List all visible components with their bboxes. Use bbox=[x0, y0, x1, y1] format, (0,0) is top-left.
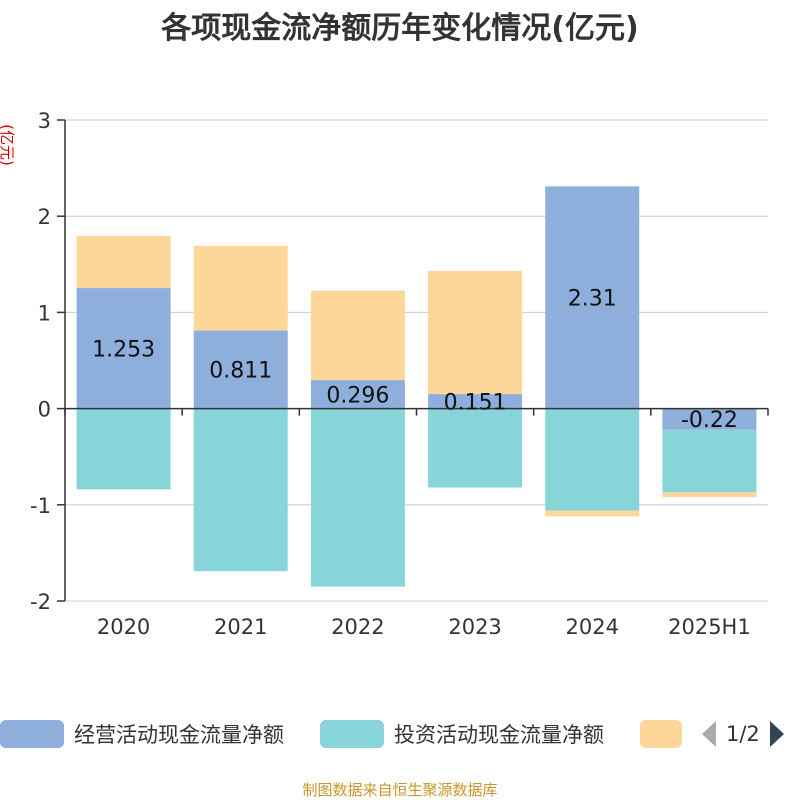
data-labels: 1.253 0.811 0.296 0.151 2.31 -0.22 bbox=[92, 286, 738, 433]
previous-page-icon[interactable] bbox=[700, 720, 718, 748]
bar-segment-2021-series-2[interactable] bbox=[193, 408, 288, 572]
axes: -2 -1 0 1 2 3 2020 2021 2022 2023 2024 2025H1 bbox=[30, 109, 769, 639]
bar-segment-2021-series-3[interactable] bbox=[193, 245, 288, 331]
bar-segment-2023-series-3[interactable] bbox=[428, 270, 523, 395]
y-tick-label: -2 bbox=[30, 590, 51, 614]
bar-segment-2021-series-1[interactable] bbox=[193, 330, 288, 409]
y-tick-label: -1 bbox=[30, 494, 51, 518]
data-label-2020: 1.253 bbox=[92, 337, 155, 362]
legend-page-indicator: 1/2 bbox=[726, 722, 760, 746]
bar-segment-2024-series-2[interactable] bbox=[545, 408, 640, 511]
bar-segment-2023-series-2[interactable] bbox=[428, 408, 523, 488]
y-tick-label: 1 bbox=[38, 301, 51, 325]
bar-segment-2024-series-3[interactable] bbox=[545, 510, 640, 517]
x-tick-label: 2024 bbox=[566, 615, 619, 639]
bar-segment-2022-series-1[interactable] bbox=[310, 380, 405, 409]
bar-segment-2020-series-2[interactable] bbox=[76, 408, 171, 490]
source-note: 制图数据来自恒生聚源数据库 bbox=[302, 781, 498, 799]
bar-segment-2025H1-series-1[interactable] bbox=[662, 408, 757, 430]
legend-swatch-investing bbox=[320, 720, 384, 748]
data-label-2023: 0.151 bbox=[444, 390, 507, 415]
bar-segment-2023-series-1[interactable] bbox=[428, 394, 523, 409]
x-tick-label: 2020 bbox=[97, 615, 150, 639]
y-axis-unit-label: (亿元) bbox=[0, 124, 16, 166]
bar-segment-2025H1-series-2[interactable] bbox=[662, 429, 757, 493]
legend-swatch-operating bbox=[0, 720, 64, 748]
x-tick-label: 2022 bbox=[331, 615, 384, 639]
legend-swatch-third-series bbox=[640, 720, 682, 748]
legend-pager: 1/2 bbox=[700, 716, 786, 752]
y-tick-label: 0 bbox=[38, 398, 51, 422]
bars bbox=[76, 186, 757, 587]
legend: 经营活动现金流量净额 投资活动现金流量净额 bbox=[0, 716, 800, 752]
chart-title: 各项现金流净额历年变化情况(亿元) bbox=[160, 11, 638, 46]
bar-segment-2025H1-series-3[interactable] bbox=[662, 492, 757, 498]
data-label-2025H1: -0.22 bbox=[681, 408, 738, 433]
bar-segment-2024-series-1[interactable] bbox=[545, 186, 640, 409]
bar-segment-2020-series-3[interactable] bbox=[76, 236, 171, 289]
y-tick-label: 2 bbox=[38, 205, 51, 229]
legend-label-operating: 经营活动现金流量净额 bbox=[74, 723, 284, 747]
x-tick-label: 2023 bbox=[448, 615, 501, 639]
y-tick-label: 3 bbox=[38, 109, 51, 133]
bar-segment-2022-series-2[interactable] bbox=[310, 408, 405, 587]
bar-segment-2020-series-1[interactable] bbox=[76, 288, 171, 409]
data-label-2021: 0.811 bbox=[209, 359, 272, 384]
bar-segment-2022-series-3[interactable] bbox=[310, 290, 405, 381]
legend-item-operating[interactable]: 经营活动现金流量净额 bbox=[0, 716, 284, 752]
data-label-2024: 2.31 bbox=[568, 286, 617, 311]
next-page-icon[interactable] bbox=[768, 720, 786, 748]
legend-item-investing[interactable]: 投资活动现金流量净额 bbox=[320, 716, 604, 752]
grid-lines bbox=[65, 119, 768, 602]
legend-label-investing: 投资活动现金流量净额 bbox=[394, 723, 604, 747]
x-tick-label: 2021 bbox=[214, 615, 267, 639]
x-tick-label: 2025H1 bbox=[668, 615, 751, 639]
data-label-2022: 0.296 bbox=[326, 383, 389, 408]
legend-item-third-series[interactable] bbox=[640, 716, 682, 752]
